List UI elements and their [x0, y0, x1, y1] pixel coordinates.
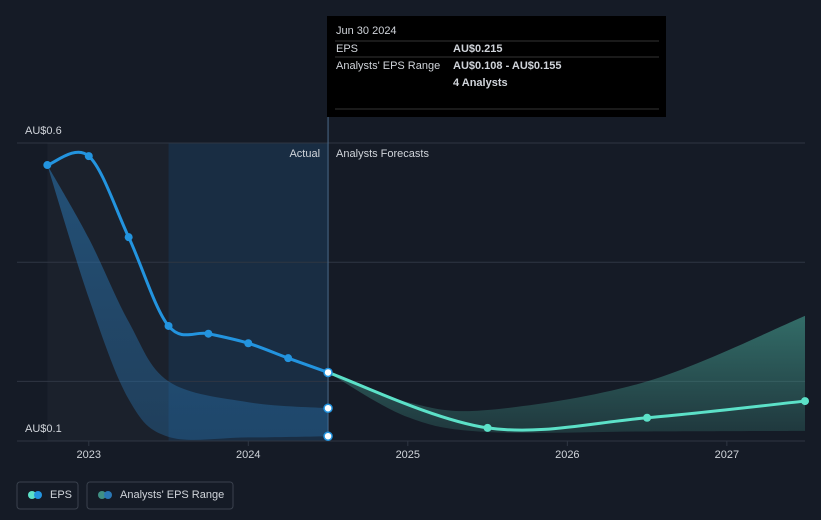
eps-point	[244, 339, 253, 348]
legend-label: Analysts' EPS Range	[120, 489, 224, 501]
range-point	[323, 403, 333, 413]
legend-box[interactable]	[16, 481, 79, 510]
forecast-point	[801, 397, 809, 406]
eps-point	[284, 354, 293, 363]
y-tick-label: AU$0.6	[25, 125, 62, 137]
tooltip-value: AU$0.215	[453, 43, 503, 55]
tooltip-value: AU$0.108 - AU$0.155	[453, 60, 561, 72]
tooltip: Jun 30 2024 EPS AU$0.215 Analysts' EPS R…	[327, 16, 666, 117]
x-tick-label: 2027	[715, 449, 739, 461]
forecast-range-area	[328, 315, 805, 434]
legend: EPS Analysts' EPS Range	[16, 481, 234, 510]
eps-point	[204, 329, 213, 338]
legend-swatch	[34, 491, 42, 499]
eps-point	[124, 233, 133, 242]
x-tick-label: 2023	[77, 449, 101, 461]
legend-label: EPS	[50, 489, 72, 501]
section-label: Analysts Forecasts	[336, 148, 429, 160]
eps-point	[323, 367, 333, 378]
eps-point	[164, 321, 173, 330]
range-area	[47, 165, 329, 440]
tooltip-label: Analysts' EPS Range	[336, 60, 440, 72]
section-label: Actual	[289, 148, 320, 160]
eps-line	[46, 150, 329, 374]
x-tick-label: 2025	[396, 449, 420, 461]
range-point	[323, 431, 333, 441]
tooltip-label: EPS	[336, 43, 358, 55]
forecast-point	[483, 423, 492, 432]
legend-swatch	[104, 491, 112, 499]
x-tick-label: 2024	[236, 449, 260, 461]
legend-swatch	[28, 491, 36, 499]
hover-band	[168, 143, 329, 441]
legend-box[interactable]	[86, 481, 234, 510]
y-tick-label: AU$0.1	[25, 423, 62, 435]
tooltip-box	[327, 16, 666, 117]
forecast-point	[643, 413, 652, 422]
legend-swatch	[98, 491, 106, 499]
x-tick-label: 2026	[555, 449, 579, 461]
forecast-line	[327, 371, 806, 432]
tooltip-note: 4 Analysts	[453, 77, 508, 89]
eps-point	[43, 161, 52, 170]
tooltip-date: Jun 30 2024	[336, 25, 397, 37]
eps-point	[84, 152, 93, 161]
